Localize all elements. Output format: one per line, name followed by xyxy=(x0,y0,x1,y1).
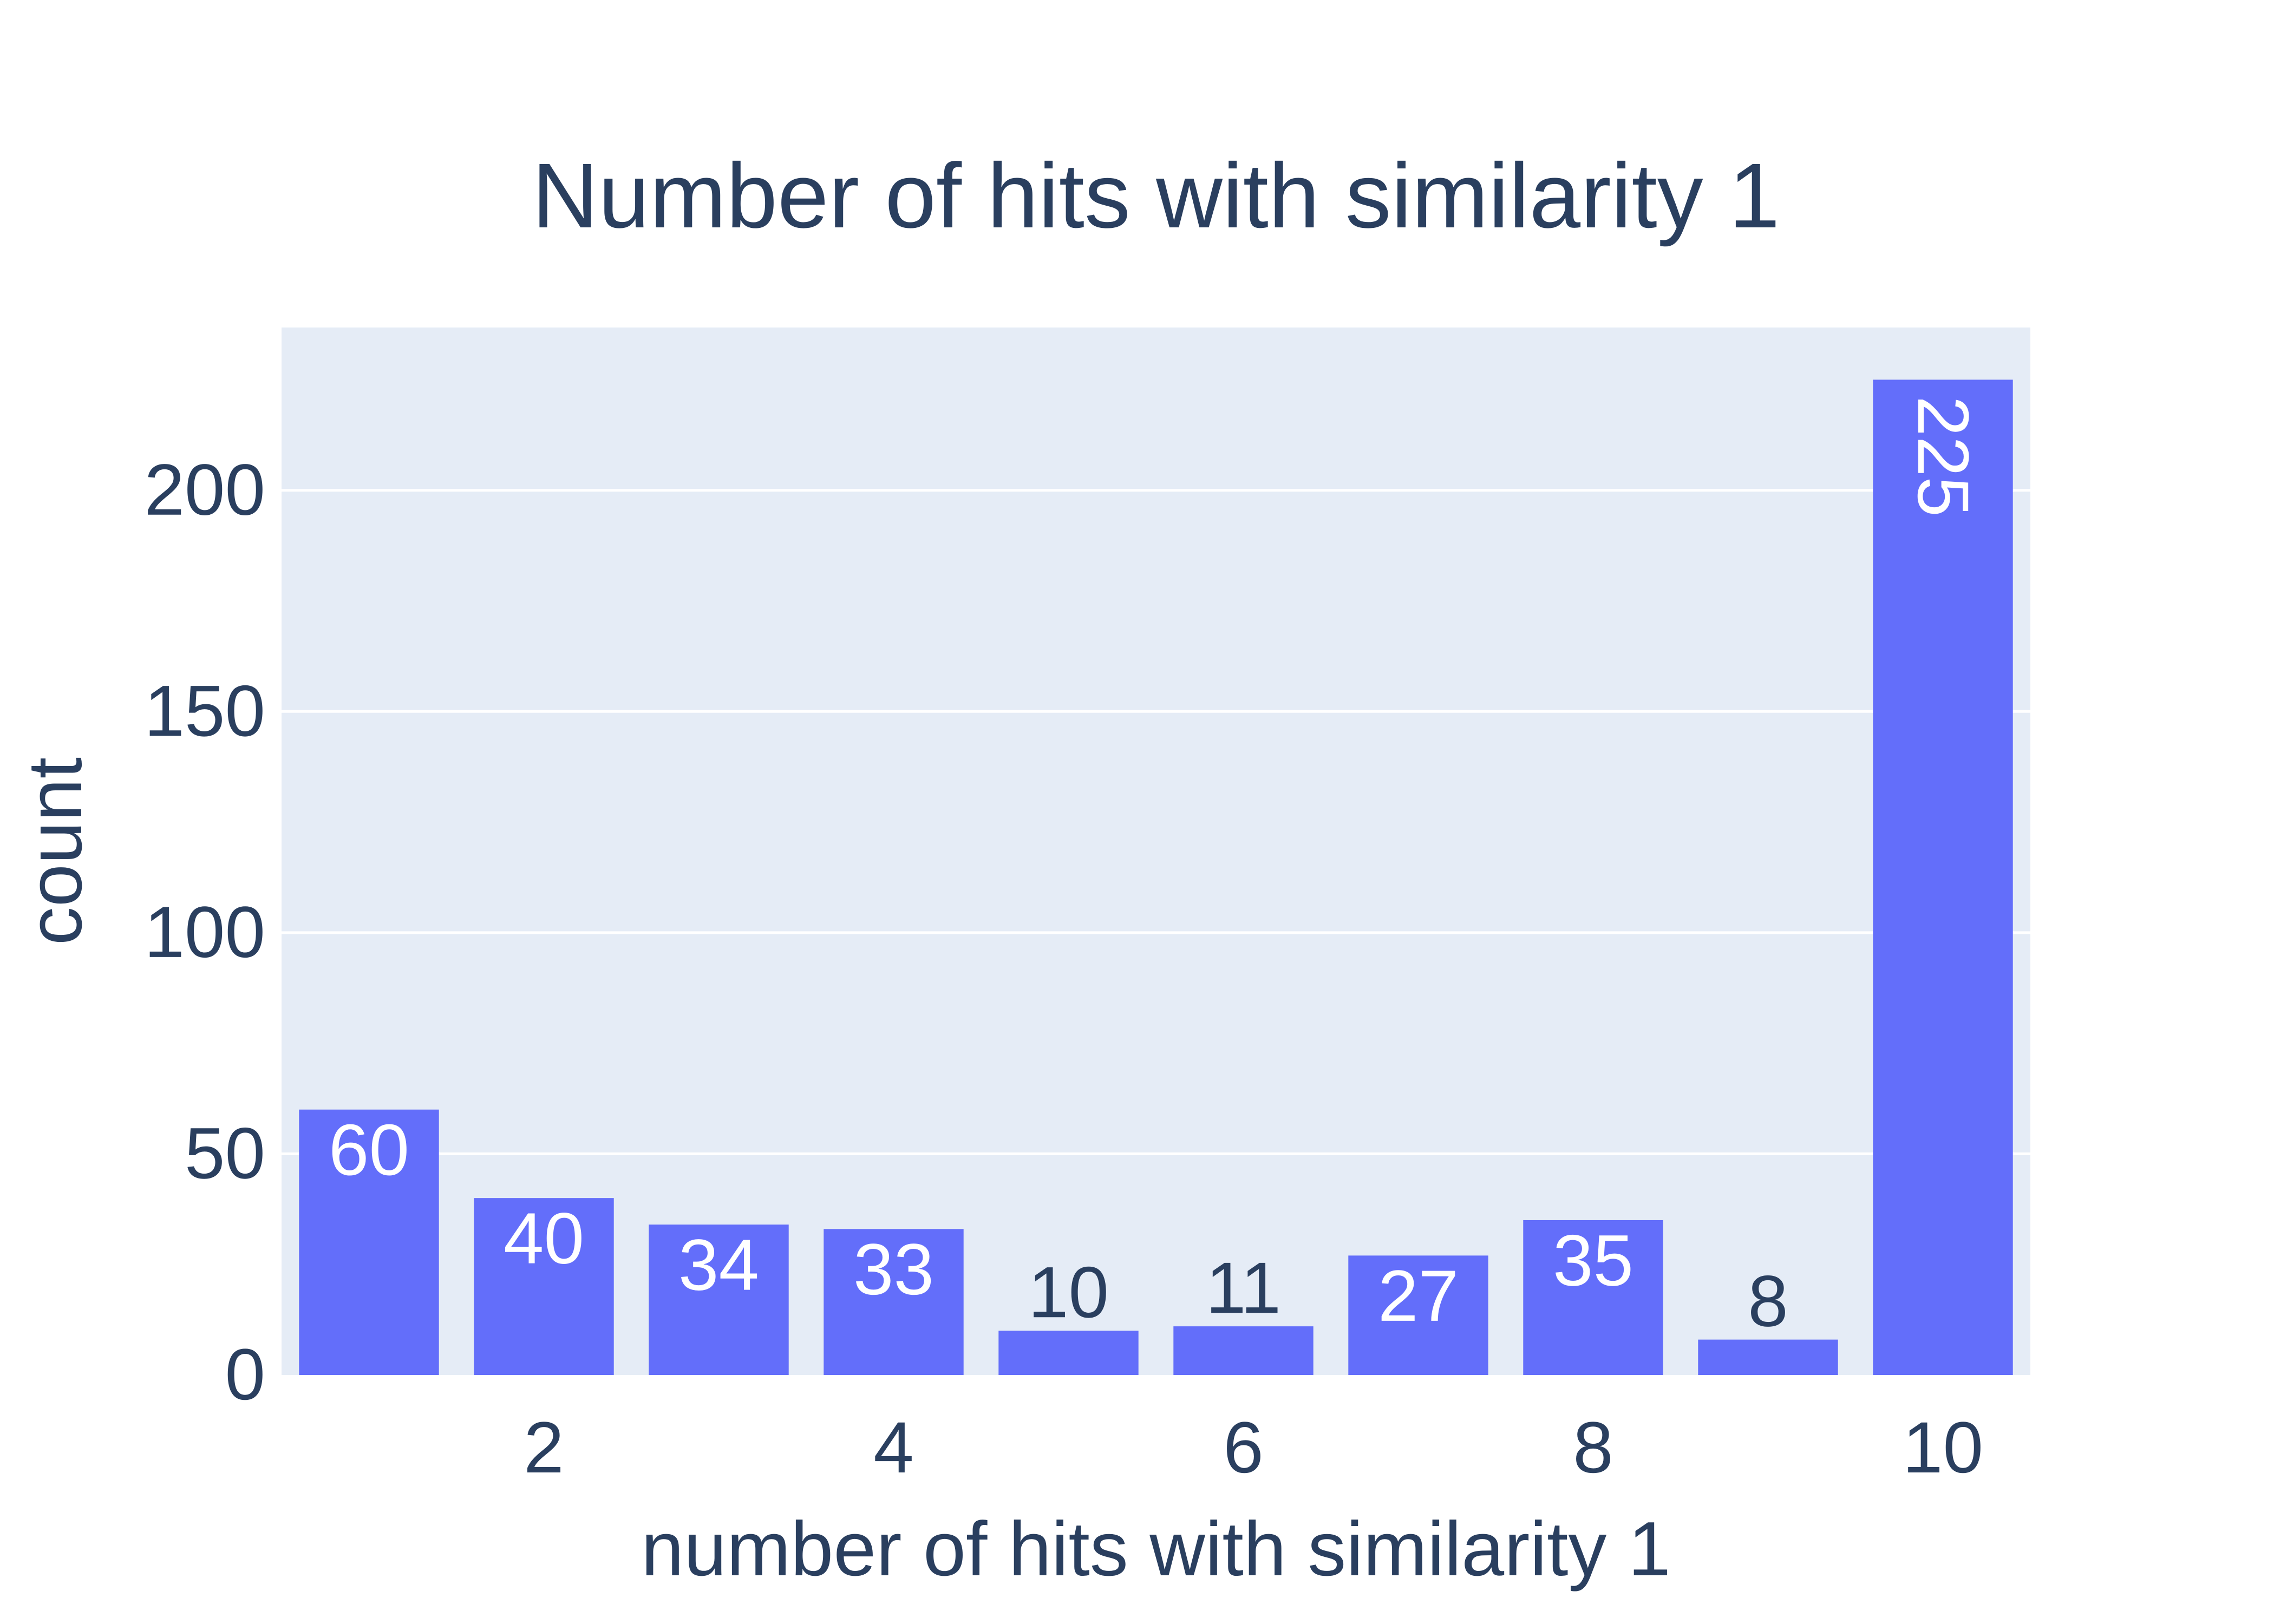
x-tick-label: 10 xyxy=(1903,1407,1983,1488)
bar-value-label: 27 xyxy=(1378,1256,1459,1337)
y-axis-ticks: 0 50 100 150 200 xyxy=(144,450,265,1415)
x-axis-title: number of hits with similarity 1 xyxy=(641,1506,1671,1592)
bar xyxy=(474,1198,614,1375)
bar xyxy=(1173,1326,1314,1375)
bar-value-labels: 60 40 34 33 10 11 27 35 8 225 xyxy=(329,396,1983,1341)
bar-value-label: 11 xyxy=(1206,1248,1281,1328)
y-axis-title: count xyxy=(12,757,98,945)
bar-value-label: 8 xyxy=(1748,1261,1788,1342)
bars xyxy=(299,379,2013,1376)
bar xyxy=(1698,1339,1838,1375)
y-tick-label: 0 xyxy=(225,1334,265,1415)
x-axis-ticks: 2 4 6 8 10 xyxy=(524,1407,1983,1488)
bar-value-label: 35 xyxy=(1553,1220,1633,1301)
bar-value-label: 10 xyxy=(1028,1252,1109,1333)
bar-value-label: 60 xyxy=(329,1110,409,1190)
bar xyxy=(1348,1255,1488,1375)
y-tick-label: 150 xyxy=(144,671,265,751)
bar-value-label: 34 xyxy=(678,1225,759,1306)
bar xyxy=(1873,379,2013,1376)
bar xyxy=(1523,1220,1663,1375)
bar xyxy=(998,1331,1139,1375)
bar-value-label: 33 xyxy=(853,1229,934,1310)
x-tick-label: 4 xyxy=(873,1407,914,1488)
chart-title: Number of hits with similarity 1 xyxy=(532,145,1780,247)
bar xyxy=(649,1224,789,1375)
bar-value-label: 40 xyxy=(504,1199,584,1279)
x-tick-label: 6 xyxy=(1223,1407,1264,1488)
y-tick-label: 50 xyxy=(185,1113,265,1194)
y-tick-label: 200 xyxy=(144,450,265,531)
bar xyxy=(299,1109,439,1375)
bar-value-label: 225 xyxy=(1903,396,1983,517)
gridlines xyxy=(282,489,2030,1155)
bar xyxy=(824,1229,964,1375)
y-tick-label: 100 xyxy=(144,892,265,973)
x-tick-label: 8 xyxy=(1573,1407,1613,1488)
x-tick-label: 2 xyxy=(524,1407,564,1488)
